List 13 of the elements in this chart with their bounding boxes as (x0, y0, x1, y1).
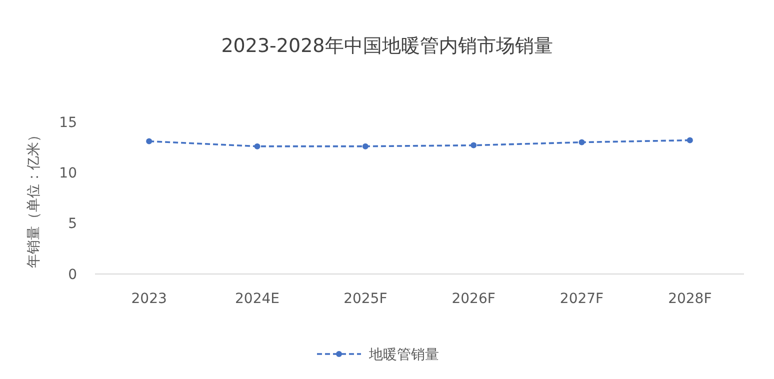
x-tick-label: 2027F (560, 291, 604, 307)
legend-label: 地暖管销量 (368, 346, 439, 363)
x-tick-label: 2025F (344, 291, 388, 307)
y-axis-title: 年销量（单位：亿米） (26, 128, 42, 268)
y-tick-label: 5 (68, 216, 77, 232)
x-tick-label: 2024E (235, 291, 280, 307)
chart-title: 2023-2028年中国地暖管内销市场销量 (221, 35, 553, 57)
y-tick-label: 10 (59, 166, 77, 182)
y-tick-label: 15 (59, 114, 77, 131)
x-tick-label: 2023 (131, 291, 167, 307)
y-tick-label: 0 (68, 266, 77, 283)
x-tick-label: 2028F (668, 291, 712, 307)
x-tick-label: 2026F (452, 291, 496, 307)
